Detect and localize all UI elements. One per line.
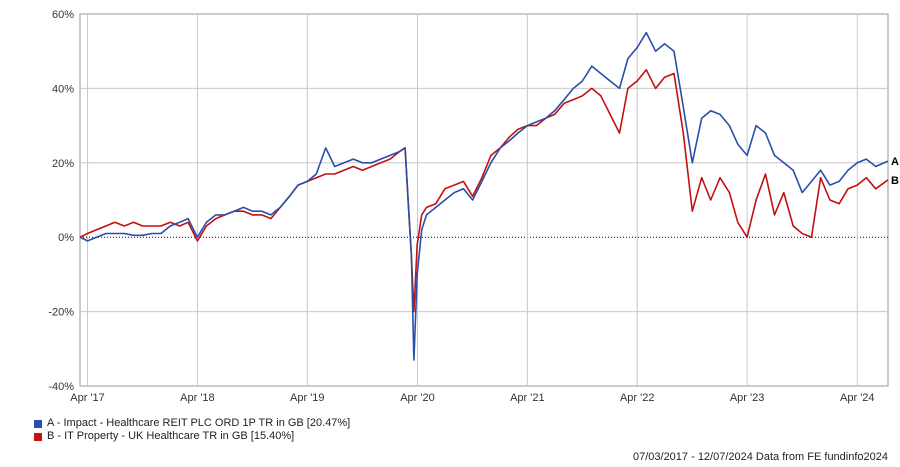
x-tick-label: Apr '23: [730, 392, 765, 404]
series-end-label-b: B: [891, 175, 899, 187]
x-tick-label: Apr '19: [290, 392, 325, 404]
y-tick-label: 40%: [52, 83, 74, 95]
x-tick-label: Apr '24: [840, 392, 875, 404]
tick-labels: -40% -20% 0% 20% 40% 60% Apr '17 Apr '18 Apr '19…: [48, 9, 899, 404]
legend-label-a: A - Impact - Healthcare REIT PLC ORD 1P …: [47, 417, 351, 429]
line-chart: -40% -20% 0% 20% 40% 60% Apr '17 Apr '18 Apr '19…: [48, 9, 899, 404]
y-tick-label: -40%: [48, 381, 74, 393]
y-tick-label: 0%: [58, 232, 74, 244]
y-tick-label: -20%: [48, 307, 74, 319]
grid-lines: [80, 14, 888, 386]
plot-area: [79, 13, 889, 387]
series-lines: [79, 31, 889, 361]
x-tick-label: Apr '20: [400, 392, 435, 404]
legend-swatch-a: [34, 419, 42, 428]
x-tick-label: Apr '22: [620, 392, 655, 404]
y-tick-label: 60%: [52, 9, 74, 21]
x-tick-label: Apr '17: [70, 392, 105, 404]
x-tick-label: Apr '18: [180, 392, 215, 404]
legend-item-a: A - Impact - Healthcare REIT PLC ORD 1P …: [34, 417, 350, 430]
series-end-label-a: A: [891, 156, 899, 168]
series-line-a: [79, 31, 889, 361]
footer-source-text: 07/03/2017 - 12/07/2024 Data from FE fun…: [632, 451, 888, 463]
y-tick-label: 20%: [52, 158, 74, 170]
series-line-b: [79, 69, 889, 313]
legend-swatch-b: [34, 432, 42, 441]
legend: A - Impact - Healthcare REIT PLC ORD 1P …: [34, 417, 350, 443]
legend-item-b: B - IT Property - UK Healthcare TR in GB…: [34, 430, 350, 443]
legend-label-b: B - IT Property - UK Healthcare TR in GB…: [47, 430, 295, 442]
x-tick-label: Apr '21: [510, 392, 545, 404]
